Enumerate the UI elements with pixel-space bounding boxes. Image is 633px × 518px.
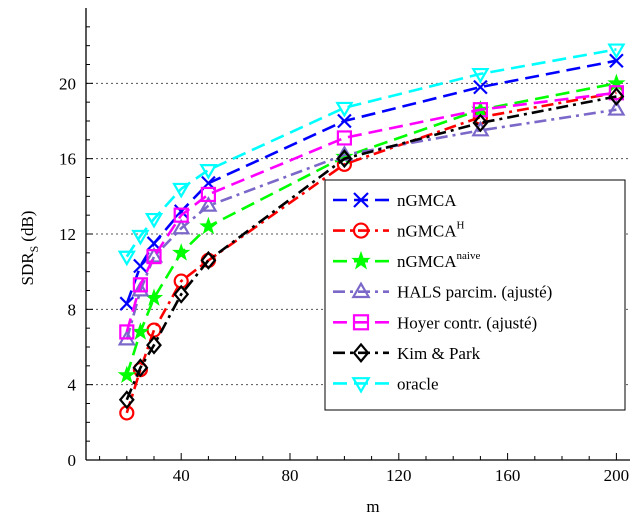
series-point-4	[200, 186, 216, 203]
legend-label-6: oracle	[397, 374, 439, 393]
series-point-6	[117, 250, 136, 267]
series-point-4	[336, 130, 352, 146]
series-point-6	[199, 163, 218, 180]
series-point-0	[119, 296, 135, 311]
series-point-3	[144, 246, 164, 263]
legend-label-0: nGMCA	[397, 191, 457, 210]
series-point-0	[473, 79, 488, 95]
series-point-0	[173, 204, 189, 219]
series-point-5	[200, 250, 217, 270]
x-axis-title: m	[366, 497, 379, 516]
plot-series	[117, 43, 626, 421]
legend-label-4: Hoyer contr. (ajusté)	[397, 313, 537, 332]
x-tick-label: 40	[173, 466, 190, 485]
series-point-2	[131, 322, 150, 340]
legend-box	[324, 179, 626, 411]
legend-label-1: nGMCAH	[397, 220, 465, 241]
legend-marker-0-stroke	[353, 192, 369, 208]
series-point-5	[118, 390, 135, 410]
y-tick-label: 0	[68, 451, 77, 470]
series-point-0-stroke	[609, 53, 624, 69]
series-point-4	[119, 324, 135, 340]
series-6	[117, 43, 626, 267]
y-tick-label: 4	[68, 376, 77, 395]
legend-marker-4	[352, 314, 370, 331]
series-point-4	[608, 85, 625, 101]
series-point-0-stroke	[133, 258, 148, 274]
series-point-0-stroke	[473, 79, 488, 95]
x-tick-label: 120	[386, 466, 412, 485]
legend-label-3: HALS parcim. (ajusté)	[397, 283, 552, 302]
y-axis-title-sub: S	[27, 246, 41, 253]
series-line-2	[125, 82, 617, 376]
legend-label-5: Kim & Park	[397, 344, 481, 363]
legend: nGMCA nGMCAH nGMCAnaive HALS parcim. (ajust…	[324, 179, 626, 411]
series-point-0-stroke	[337, 113, 352, 129]
series-point-1	[146, 322, 162, 338]
series-point-3	[172, 218, 191, 235]
legend-marker-5	[352, 342, 370, 363]
axes	[85, 8, 630, 461]
series-point-3	[131, 280, 150, 297]
series-point-5	[472, 113, 489, 133]
series-line-6	[125, 48, 617, 258]
series-point-4	[173, 207, 189, 223]
series-4	[119, 85, 625, 340]
series-point-6	[131, 229, 150, 246]
series-point-0-stroke	[173, 204, 189, 219]
series-point-6	[471, 67, 490, 84]
y-tick-label: 8	[68, 300, 77, 319]
series-point-3	[199, 196, 218, 212]
series-5	[118, 86, 625, 410]
series-point-2	[172, 243, 191, 261]
x-tick-label: 80	[282, 466, 299, 485]
legend-marker-1	[352, 222, 370, 239]
series-0	[119, 53, 624, 311]
legend-marker-0	[353, 192, 369, 208]
series-point-2	[144, 288, 164, 306]
series-point-6	[144, 212, 164, 229]
series-point-2	[117, 365, 136, 384]
series-point-0-stroke	[119, 296, 135, 311]
y-tick-label: 12	[59, 225, 76, 244]
series-point-5	[608, 86, 625, 107]
series-line-4	[125, 91, 617, 333]
series-point-0	[133, 258, 148, 274]
series-point-3	[471, 120, 490, 137]
series-point-4	[146, 249, 162, 265]
series-point-2	[199, 216, 218, 235]
y-tick-label: 20	[59, 74, 76, 93]
series-point-6	[335, 101, 354, 118]
series-point-6	[607, 43, 626, 60]
x-tick-label: 160	[495, 466, 521, 485]
y-axis-title-main: SDR	[18, 252, 37, 286]
legend-marker-2	[351, 250, 371, 270]
series-point-5	[132, 358, 149, 378]
tick-labels: 40 80 120 160 200 0 4 8 12 16 20	[59, 74, 629, 485]
legend-marker-6	[351, 377, 371, 394]
series-point-5	[146, 335, 162, 355]
series-point-5	[173, 284, 190, 304]
y-axis-title: SDRS (dB)	[18, 211, 41, 286]
legend-marker-3	[351, 281, 371, 299]
y-axis-title-unit: (dB)	[18, 211, 37, 242]
legend-label-2: nGMCAnaive	[397, 250, 480, 271]
series-point-6	[172, 182, 191, 199]
y-tick-label: 16	[59, 150, 76, 169]
series-point-0-stroke	[146, 236, 162, 251]
series-point-3	[607, 100, 626, 116]
series-point-5	[336, 149, 353, 169]
series-point-0	[337, 113, 352, 129]
series-point-4	[132, 277, 148, 293]
series-point-0	[609, 53, 624, 69]
x-tick-label: 200	[604, 466, 630, 485]
